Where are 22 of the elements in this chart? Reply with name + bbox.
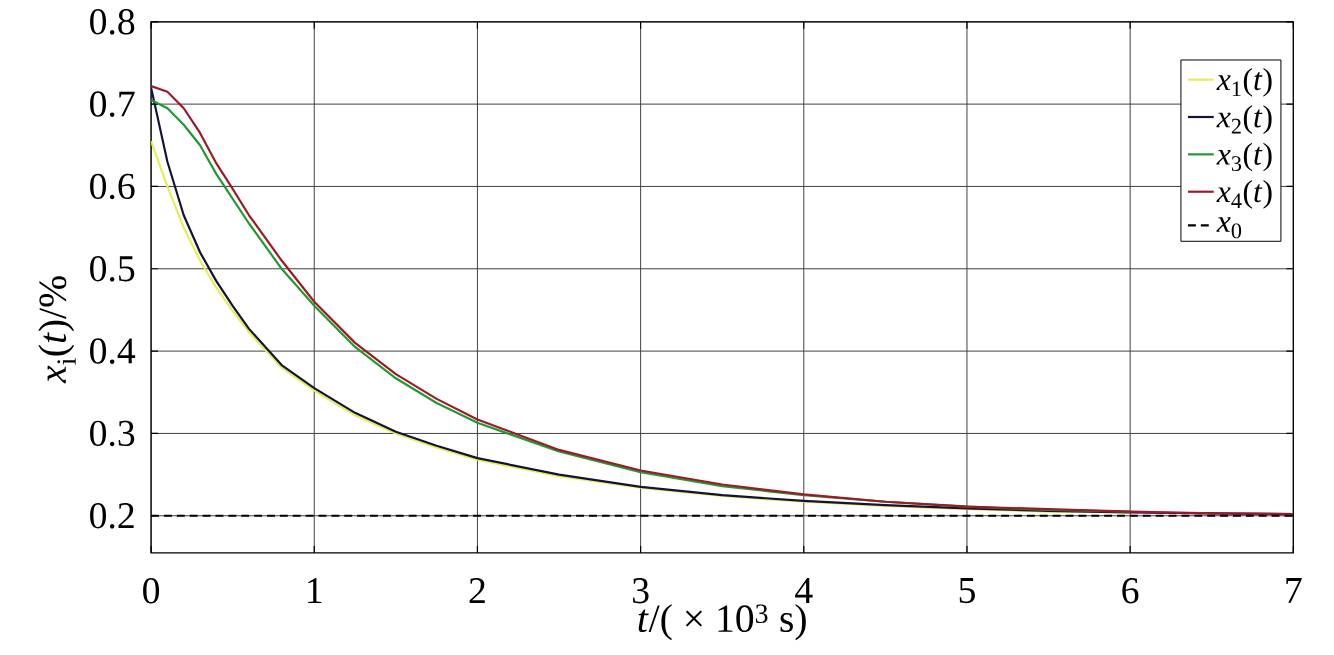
x-tick-label: 1 [308,578,322,604]
x-tick-label: 4 [795,578,813,603]
x-axis-title: t/( × 10$^{3}$ s) [638,604,806,641]
legend-label: x$_{0}$ [1216,217,1242,239]
x-tick-label: 6 [1122,578,1139,604]
y-tick-label: 0.6 [90,173,135,200]
x-tick-label: 3 [633,578,649,604]
y-tick-label: 0.7 [90,91,135,117]
x-tick-label: 5 [959,578,975,604]
y-tick-label: 0.5 [90,256,135,282]
legend-label: x$_{1}$(t) [1216,67,1272,97]
y-tick-label: 0.2 [90,503,134,529]
y-axis-title: x$_{i}$(t)/% [38,276,76,384]
y-tick-label: 0.4 [90,338,136,364]
y-tick-label: 0.3 [90,420,135,447]
x-tick-label: 0 [143,578,160,604]
legend-label: x$_{2}$(t) [1216,105,1272,135]
legend-label: x$_{3}$(t) [1216,142,1272,172]
y-tick-label: 0.8 [90,9,135,35]
legend-label: x$_{4}$(t) [1216,180,1272,209]
x-tick-label: 2 [469,578,485,604]
x-tick-label: 7 [1286,578,1302,603]
